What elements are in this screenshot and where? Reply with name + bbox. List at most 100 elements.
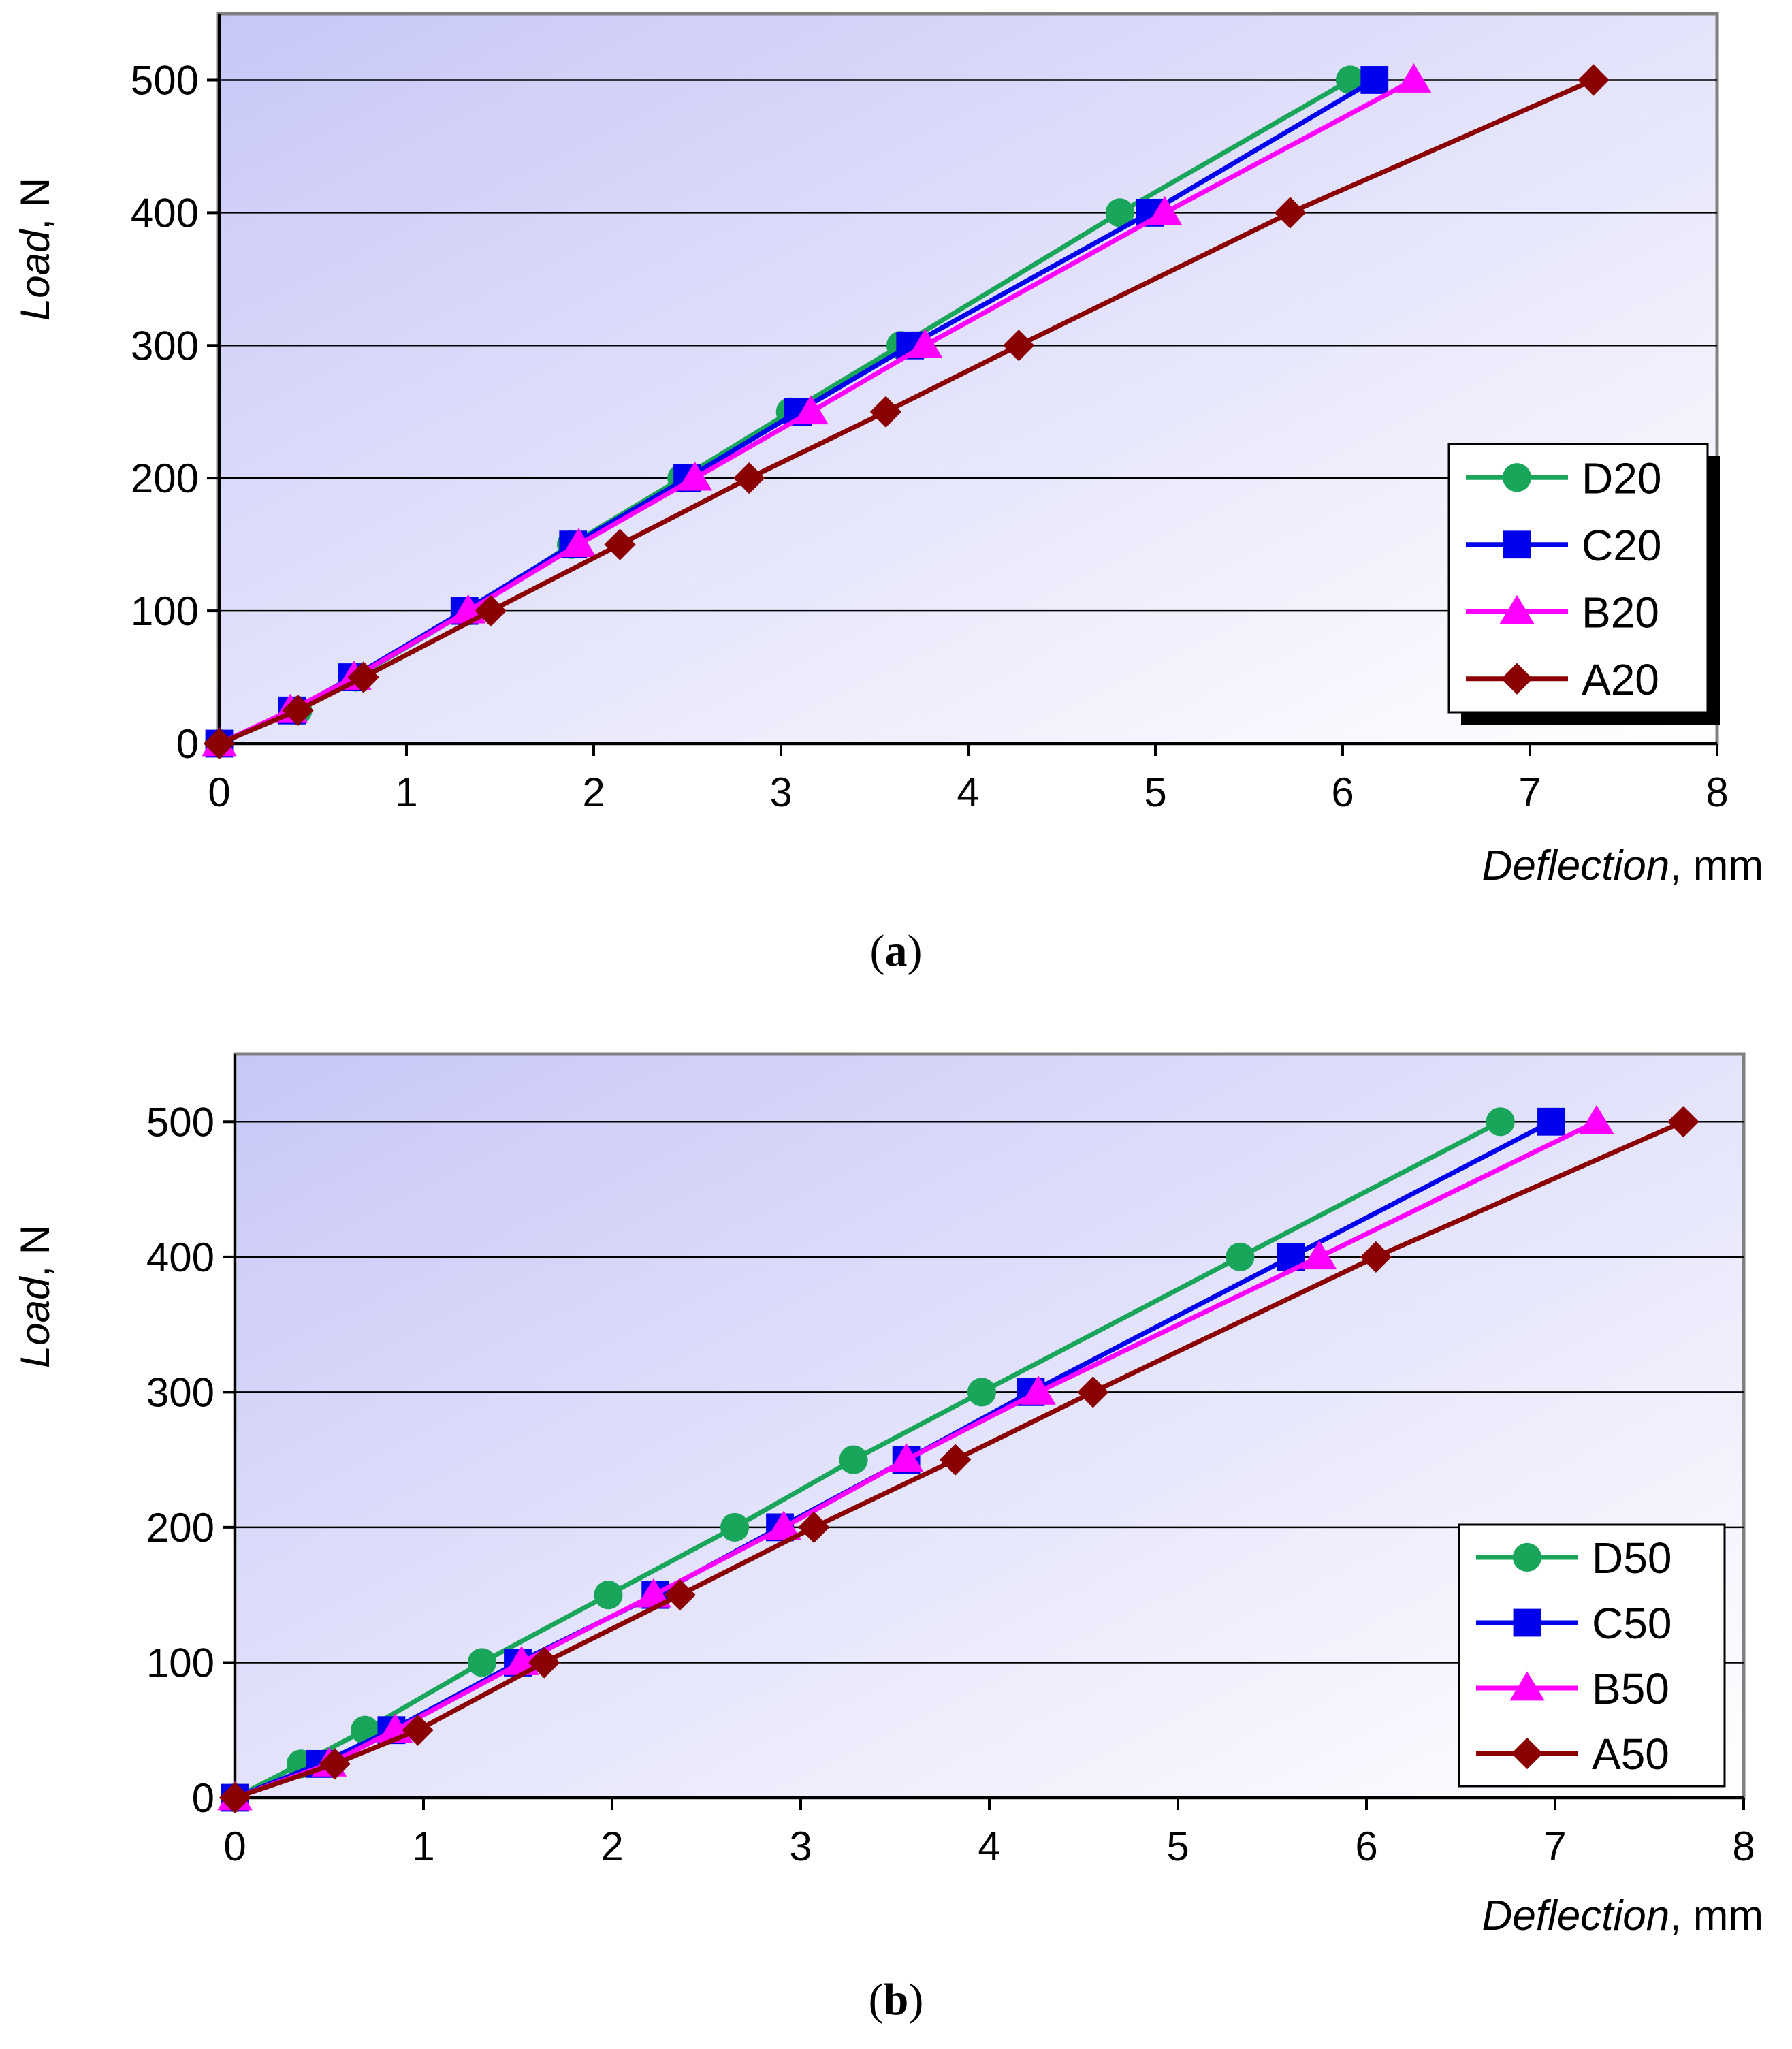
x-tick-label: 0 [208, 769, 230, 815]
data-point [475, 594, 507, 627]
x-axis-label-name: Deflection [1482, 1892, 1670, 1939]
x-tick-label: 2 [582, 769, 605, 815]
data-point [467, 1648, 496, 1677]
data-point [793, 395, 829, 425]
data-point [1360, 1241, 1392, 1273]
data-point [594, 1581, 623, 1610]
y-tick-label: 200 [146, 1505, 214, 1551]
data-point [1147, 195, 1183, 225]
y-tick-label: 0 [176, 721, 199, 767]
data-point [282, 695, 314, 727]
x-tick-label: 5 [1166, 1824, 1189, 1869]
legend: D20 C20 B20 A20 [1447, 443, 1720, 725]
legend-label: B50 [1592, 1664, 1669, 1713]
series-a50 [219, 1106, 1699, 1814]
x-tick-label: 4 [957, 769, 979, 815]
caption-close: ) [908, 926, 923, 976]
data-point [1021, 1375, 1056, 1405]
legend-label: B20 [1582, 588, 1659, 637]
y-axis-label-name: Load [12, 229, 58, 321]
legend-item-a50: A50 [1476, 1730, 1669, 1779]
legend-item-d50: D50 [1476, 1534, 1671, 1583]
legend: D50 C50 B50 A50 [1458, 1523, 1726, 1788]
data-point [733, 462, 765, 494]
legend-item-c20: C20 [1466, 521, 1661, 570]
legend-label: A20 [1582, 655, 1659, 704]
data-point [720, 1512, 750, 1542]
data-point [798, 1511, 830, 1544]
data-point [889, 1443, 924, 1472]
x-tick-label: 3 [789, 1824, 812, 1869]
data-point [203, 727, 236, 760]
x-tick-label: 4 [978, 1824, 1000, 1869]
x-axis-label-unit: , mm [1669, 1892, 1763, 1939]
legend-box [1458, 1523, 1726, 1788]
data-point [677, 461, 713, 491]
y-tick-label: 0 [192, 1775, 214, 1821]
x-tick-label: 0 [223, 1824, 246, 1869]
legend-label: C50 [1592, 1599, 1671, 1648]
data-point [1274, 197, 1307, 229]
y-tick-label: 200 [131, 456, 199, 501]
y-tick-label: 400 [146, 1235, 214, 1280]
x-tick-label: 2 [601, 1824, 623, 1869]
data-point [967, 1378, 997, 1407]
x-tick-label: 6 [1355, 1824, 1377, 1869]
legend-swatch-marker [1509, 1671, 1545, 1701]
legend-item-b50: B50 [1476, 1664, 1669, 1713]
data-point [908, 328, 943, 358]
caption-letter: b [884, 1975, 909, 2024]
legend-label: D50 [1592, 1534, 1671, 1583]
series-line [234, 1119, 1684, 1800]
y-axis-label: Load, N [12, 178, 58, 321]
legend-item-c50: C50 [1476, 1599, 1671, 1648]
data-point [1486, 1107, 1515, 1137]
data-point [839, 1445, 868, 1474]
data-point [1579, 1105, 1614, 1134]
x-axis-label: Deflection, mm [1482, 1892, 1763, 1939]
legend-label: A50 [1592, 1730, 1669, 1779]
caption-open: ( [869, 1975, 884, 2024]
y-tick-label: 500 [146, 1099, 214, 1145]
y-axis-label-unit: , N [12, 1225, 58, 1277]
data-point [869, 396, 902, 428]
data-point [1105, 198, 1134, 227]
data-point [347, 661, 379, 693]
data-point [636, 1578, 671, 1608]
data-point [604, 528, 636, 560]
panel-caption: (b) [869, 1975, 924, 2024]
y-axis-label: Load, N [12, 1225, 58, 1368]
y-tick-label: 300 [131, 323, 199, 368]
series-a20 [203, 64, 1610, 760]
x-tick-label: 7 [1543, 1824, 1566, 1869]
y-tick-label: 100 [131, 588, 199, 634]
caption-letter: a [885, 926, 908, 976]
data-point [1335, 65, 1365, 95]
data-point [1667, 1106, 1699, 1138]
chart-panel-a: 0 100 200 300 400 500 0 1 2 3 4 5 6 7 8 Load, N Deflecti… [12, 12, 1763, 976]
legend-swatch-marker [1499, 594, 1535, 624]
data-point [1578, 64, 1610, 96]
data-point [940, 1444, 972, 1476]
data-point [219, 1781, 251, 1814]
caption-open: ( [870, 926, 885, 976]
y-axis-label-unit: , N [12, 178, 58, 230]
legend-item-a20: A20 [1466, 655, 1659, 704]
legend-box [1447, 443, 1709, 714]
series-line [234, 1119, 1598, 1800]
y-tick-label: 400 [131, 190, 199, 236]
caption-close: ) [908, 1975, 923, 2024]
data-point [1396, 63, 1432, 93]
x-tick-label: 6 [1331, 769, 1354, 815]
data-point [319, 1748, 351, 1780]
data-point [1360, 66, 1389, 94]
data-point [1003, 330, 1035, 362]
x-tick-label: 1 [395, 769, 417, 815]
series-line [218, 78, 1595, 746]
x-tick-label: 8 [1732, 1824, 1755, 1869]
y-tick-label: 500 [131, 57, 199, 103]
x-tick-label: 1 [412, 1824, 434, 1869]
x-tick-label: 8 [1706, 769, 1728, 815]
y-tick-label: 300 [146, 1369, 214, 1415]
x-tick-label: 3 [769, 769, 792, 815]
